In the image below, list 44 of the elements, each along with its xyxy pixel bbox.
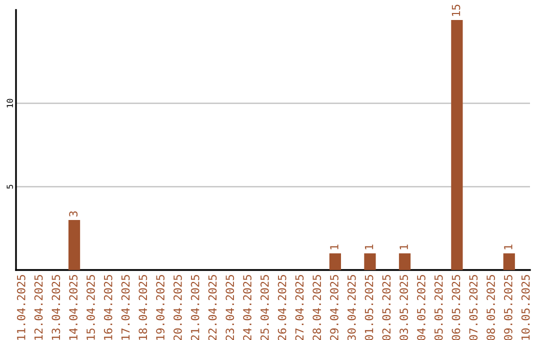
x-tick-label: 22.04.2025 [208,275,217,340]
data-label: 15 [452,4,460,16]
x-tick-label: 28.04.2025 [312,275,322,340]
bar [329,253,341,270]
x-tick-label: 05.05.2025 [434,275,443,340]
x-tick-label: 02.05.2025 [382,275,391,340]
x-tick-label: 09.05.2025 [504,275,512,340]
x-tick-label: 04.05.2025 [417,275,426,340]
data-label: 1 [364,244,374,250]
x-tick-label: 01.05.2025 [364,275,374,340]
x-tick-label: 18.04.2025 [138,275,148,340]
x-tick-label: 30.04.2025 [347,275,356,340]
x-tick-label: 13.04.2025 [52,275,60,340]
x-tick-label: 16.04.2025 [104,275,112,340]
bar [398,253,411,270]
x-tick-label: 29.04.2025 [330,275,338,340]
x-tick-label: 23.04.2025 [226,275,234,340]
x-tick-label: 12.04.2025 [34,275,43,340]
data-label: 1 [330,244,338,250]
x-tick-label: 10.05.2025 [521,275,530,340]
x-tick-label: 11.04.2025 [16,275,26,340]
x-tick-label: 20.04.2025 [173,275,182,340]
x-tick-label: 25.04.2025 [260,275,269,340]
x-tick-label: 03.05.2025 [400,275,408,340]
bar [68,220,80,270]
bar [503,253,515,270]
x-tick-label: 14.04.2025 [69,275,78,340]
x-tick-label: 27.04.2025 [295,275,304,340]
x-tick-label: 07.05.2025 [469,275,478,340]
data-label: 1 [504,244,512,250]
x-tick-label: 06.05.2025 [452,275,460,340]
bar [451,20,463,270]
x-tick-label: 17.04.2025 [121,275,130,340]
x-tick-label: 21.04.2025 [190,275,200,340]
y-tick-label: 5 [6,184,13,189]
x-tick-label: 19.04.2025 [156,275,164,340]
x-tick-label: 26.04.2025 [278,275,286,340]
data-label: 1 [400,244,408,250]
bar [364,253,376,270]
x-tick-label: 24.04.2025 [243,275,252,340]
data-label: 3 [69,211,78,216]
y-tick-label: 10 [6,98,13,108]
x-tick-label: 08.05.2025 [486,275,495,340]
x-tick-label: 15.04.2025 [86,275,95,340]
